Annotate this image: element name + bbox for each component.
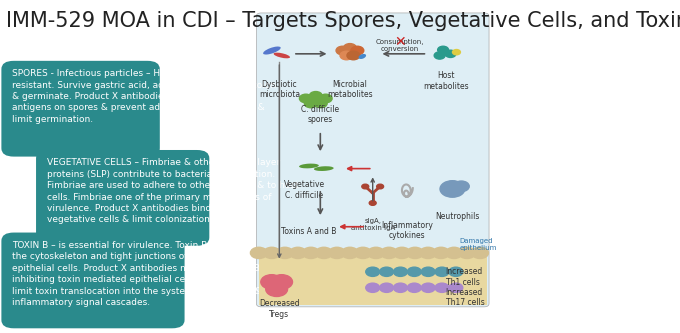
Circle shape — [440, 181, 465, 197]
Circle shape — [449, 283, 463, 292]
Ellipse shape — [314, 166, 334, 171]
Circle shape — [438, 46, 449, 54]
Text: IMM-529 MOA in CDI – Targets Spores, Vegetative Cells, and Toxin B: IMM-529 MOA in CDI – Targets Spores, Veg… — [6, 11, 680, 31]
Circle shape — [435, 267, 449, 276]
Circle shape — [314, 99, 327, 108]
Circle shape — [449, 267, 463, 276]
Text: Decreased
Tregs: Decreased Tregs — [259, 299, 300, 319]
Text: Increased
Th17 cells: Increased Th17 cells — [445, 288, 484, 307]
Circle shape — [263, 247, 280, 258]
Text: Damaged
epithelium: Damaged epithelium — [459, 238, 496, 251]
Circle shape — [407, 247, 424, 258]
Circle shape — [367, 247, 384, 258]
Bar — [259, 257, 487, 305]
Text: sIgA,
antitoxin IgA: sIgA, antitoxin IgA — [351, 218, 395, 231]
Circle shape — [394, 283, 407, 292]
Circle shape — [305, 99, 318, 108]
Circle shape — [366, 283, 379, 292]
Circle shape — [435, 52, 445, 59]
Text: VEGETATIVE CELLS – Fimbriae & other surface layer
proteins (SLP) contribute to b: VEGETATIVE CELLS – Fimbriae & other surf… — [47, 158, 299, 224]
Circle shape — [421, 267, 435, 276]
Circle shape — [299, 94, 312, 103]
Circle shape — [379, 267, 394, 276]
Text: ✕: ✕ — [394, 35, 406, 49]
Circle shape — [351, 46, 364, 55]
Circle shape — [277, 247, 293, 258]
Circle shape — [407, 283, 421, 292]
Circle shape — [381, 247, 397, 258]
Circle shape — [445, 247, 462, 258]
FancyBboxPatch shape — [36, 150, 209, 246]
Circle shape — [452, 50, 460, 55]
Circle shape — [341, 247, 358, 258]
Circle shape — [454, 181, 469, 191]
Ellipse shape — [358, 54, 366, 59]
Circle shape — [316, 247, 333, 258]
Circle shape — [250, 247, 267, 258]
Text: Inflammatory
cytokines: Inflammatory cytokines — [381, 221, 432, 240]
Text: Increased
Th1 cells: Increased Th1 cells — [445, 267, 483, 287]
Circle shape — [377, 184, 384, 189]
Circle shape — [290, 247, 306, 258]
Circle shape — [407, 267, 421, 276]
Text: Vegetative
C. difficile: Vegetative C. difficile — [284, 180, 325, 200]
Circle shape — [445, 50, 456, 58]
FancyBboxPatch shape — [1, 61, 160, 157]
Text: Neutrophils: Neutrophils — [435, 212, 479, 221]
Circle shape — [261, 275, 283, 289]
Text: Microbial
metabolites: Microbial metabolites — [327, 80, 373, 99]
Ellipse shape — [263, 47, 281, 55]
Ellipse shape — [273, 53, 290, 58]
Circle shape — [354, 247, 371, 258]
Circle shape — [303, 247, 320, 258]
Circle shape — [266, 282, 288, 296]
Circle shape — [420, 247, 437, 258]
Text: Dysbiotic
microbiota: Dysbiotic microbiota — [259, 80, 300, 99]
Text: Host
metabolites: Host metabolites — [423, 71, 469, 91]
Circle shape — [472, 247, 488, 258]
Circle shape — [319, 94, 332, 103]
Text: Consumption,
conversion: Consumption, conversion — [376, 39, 424, 52]
Circle shape — [394, 267, 407, 276]
Circle shape — [432, 247, 449, 258]
Circle shape — [458, 247, 475, 258]
Circle shape — [347, 51, 360, 60]
Circle shape — [369, 201, 376, 205]
Ellipse shape — [299, 164, 319, 168]
Circle shape — [435, 283, 449, 292]
Circle shape — [394, 247, 411, 258]
Text: Toxins A and B: Toxins A and B — [282, 227, 337, 236]
Circle shape — [336, 46, 349, 55]
Circle shape — [366, 267, 379, 276]
Circle shape — [379, 283, 394, 292]
Circle shape — [343, 44, 356, 52]
Circle shape — [328, 247, 345, 258]
FancyBboxPatch shape — [1, 232, 184, 328]
Circle shape — [271, 275, 292, 289]
Text: C. difficile
spores: C. difficile spores — [301, 105, 339, 124]
Text: TOXIN B – is essential for virulence. Toxin B disrupts
the cytoskeleton and tigh: TOXIN B – is essential for virulence. To… — [12, 241, 263, 307]
Circle shape — [340, 51, 353, 60]
Circle shape — [309, 92, 322, 100]
Circle shape — [421, 283, 435, 292]
FancyBboxPatch shape — [256, 13, 489, 307]
Text: SPORES - Infectious particles – Heat, ethanol & UV
resistant. Survive gastric ac: SPORES - Infectious particles – Heat, et… — [12, 69, 276, 124]
Circle shape — [362, 184, 369, 189]
